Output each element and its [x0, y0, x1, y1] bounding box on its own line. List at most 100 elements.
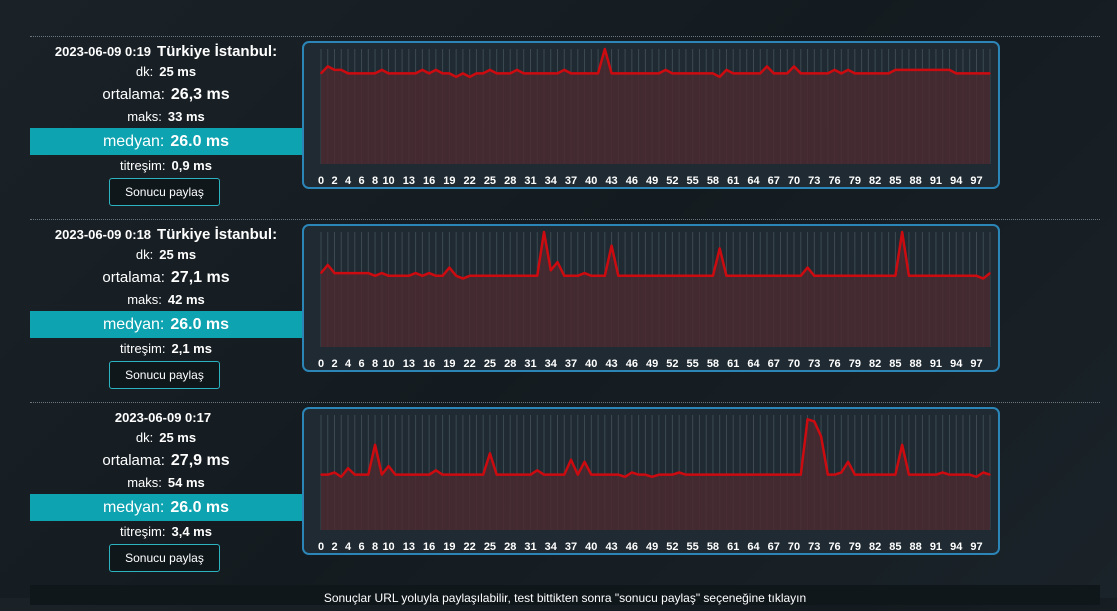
data-point [887, 473, 890, 476]
data-point [941, 471, 944, 474]
data-point [394, 473, 397, 476]
data-point [745, 473, 748, 476]
data-point [367, 72, 370, 75]
data-point [867, 275, 870, 277]
data-point [779, 72, 782, 75]
data-point [962, 473, 964, 476]
data-point [921, 275, 924, 277]
x-tick-label: 46 [626, 175, 638, 187]
data-point [867, 72, 870, 75]
data-point [766, 473, 768, 476]
result-info: 2023-06-09 0:17 dk: 25 ms ortalama: 27,9 m… [30, 403, 302, 583]
median-label: medyan: [102, 316, 165, 333]
data-point [772, 275, 775, 277]
data-point [489, 452, 491, 455]
share-result-button[interactable]: Sonucu paylaş [109, 361, 220, 389]
max-value: 54 ms [167, 475, 205, 490]
footer-note: Sonuçlar URL yoluyla paylaşılabilir, tes… [30, 585, 1100, 605]
min-label: dk: [135, 64, 154, 79]
jitter-value: 3,4 ms [171, 524, 212, 539]
x-tick-label: 46 [626, 541, 638, 553]
data-point [772, 473, 775, 476]
data-point [732, 72, 735, 75]
data-point [975, 475, 978, 478]
data-point [678, 275, 680, 277]
x-tick-label: 4 [345, 175, 352, 187]
x-tick-label: 8 [372, 358, 378, 370]
x-tick-label: 46 [626, 358, 638, 370]
data-point [772, 72, 775, 75]
data-point [793, 473, 795, 476]
data-point [908, 275, 910, 277]
x-tick-label: 37 [565, 358, 577, 370]
avg-label: ortalama: [102, 452, 165, 469]
data-point [428, 72, 430, 75]
data-point [989, 473, 991, 476]
x-tick-label: 79 [849, 358, 861, 370]
data-point [543, 473, 545, 476]
x-tick-label: 31 [524, 541, 536, 553]
x-tick-label: 19 [443, 358, 455, 370]
max-row: maks: 42 ms [30, 292, 302, 307]
data-point [570, 72, 572, 75]
data-point [421, 69, 424, 71]
max-label: maks: [127, 109, 162, 124]
x-tick-label: 91 [930, 175, 942, 187]
x-tick-label: 88 [910, 175, 922, 187]
result-location: Türkiye İstanbul: [157, 226, 278, 243]
result-datetime: 2023-06-09 0:17 [114, 410, 212, 425]
x-tick-label: 94 [950, 358, 963, 370]
x-tick-label: 31 [524, 175, 536, 187]
x-tick-label: 82 [869, 358, 881, 370]
max-row: maks: 33 ms [30, 109, 302, 124]
x-tick-label: 88 [910, 358, 922, 370]
data-point [705, 275, 707, 277]
data-point [658, 473, 660, 476]
data-point [401, 72, 403, 75]
data-point [712, 72, 714, 75]
data-point [766, 275, 768, 277]
x-tick-label: 10 [382, 175, 394, 187]
data-point [441, 72, 444, 75]
data-point [320, 473, 322, 476]
data-point [631, 72, 633, 75]
data-point [786, 275, 789, 277]
data-point [468, 76, 471, 78]
data-point [617, 473, 620, 476]
data-point [914, 473, 917, 476]
result-header: 2023-06-09 0:17 [30, 409, 302, 426]
data-point [671, 275, 674, 277]
data-point [955, 275, 958, 277]
latency-area [321, 49, 990, 164]
x-tick-label: 70 [788, 541, 800, 553]
x-tick-label: 58 [707, 541, 719, 553]
data-point [894, 473, 897, 476]
x-tick-label: 79 [849, 541, 861, 553]
data-point [543, 72, 545, 75]
data-point [353, 272, 356, 274]
x-tick-label: 13 [403, 175, 415, 187]
data-point [462, 473, 464, 476]
data-point [935, 473, 937, 476]
data-point [549, 72, 552, 75]
data-point [948, 69, 951, 71]
data-point [766, 65, 768, 68]
data-point [887, 72, 890, 75]
x-tick-label: 58 [707, 358, 719, 370]
x-tick-label: 82 [869, 175, 881, 187]
data-point [563, 473, 566, 476]
data-point [495, 473, 498, 476]
x-tick-label: 55 [687, 175, 699, 187]
x-tick-label: 16 [423, 541, 435, 553]
data-point [576, 275, 579, 277]
data-point [901, 444, 903, 446]
data-point [833, 473, 836, 476]
data-point [326, 65, 329, 68]
data-point [401, 275, 403, 277]
x-tick-label: 94 [950, 175, 963, 187]
data-point [563, 69, 566, 71]
share-result-button[interactable]: Sonucu paylaş [109, 544, 220, 572]
data-point [779, 473, 782, 476]
share-result-button[interactable]: Sonucu paylaş [109, 178, 220, 206]
x-tick-label: 85 [889, 541, 901, 553]
